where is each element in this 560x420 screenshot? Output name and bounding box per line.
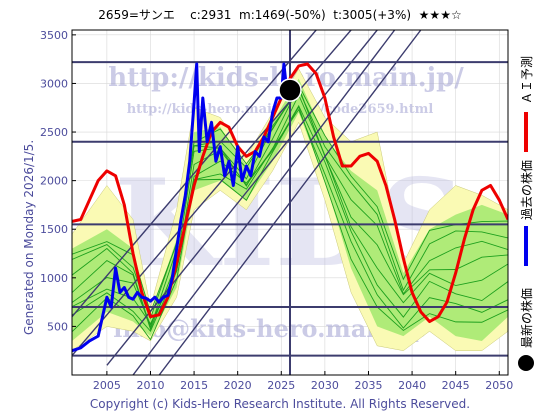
plot-frame [71, 29, 509, 376]
y-tick-label: 1000 [40, 272, 68, 285]
legend-past-price-swatch [524, 226, 528, 266]
y-axis: 500 1000 1500 2000 2500 3000 3500 [40, 29, 76, 333]
x-axis: 2005 2010 2015 2020 2025 2030 2035 2040 2045 2050 [93, 371, 513, 392]
x-tick-label: 2050 [485, 379, 513, 392]
x-tick-label: 2015 [180, 379, 208, 392]
target-price: t:3005(+3%) [333, 8, 412, 22]
x-tick-label: 2040 [398, 379, 426, 392]
past-price-line [72, 62, 289, 353]
diagonal-ref-line [106, 30, 378, 366]
y-tick-label: 2000 [40, 175, 68, 188]
scenario-line [72, 85, 508, 331]
current-price: c:2931 [190, 8, 232, 22]
x-tick-label: 2020 [224, 379, 252, 392]
latest-marker [278, 78, 302, 102]
copyright: Copyright (c) Kids-Hero Research Institu… [89, 397, 471, 411]
legend-latest-price-label: 最新の株価 [520, 287, 534, 348]
legend-ai-forecast-label: ＡＩ予測 [520, 55, 534, 104]
inner-band [72, 78, 508, 341]
diagonal-ref-line [72, 30, 317, 318]
legend-past-price-label: 過去の株価 [520, 159, 534, 220]
forecast-bands [72, 68, 508, 352]
generated-date: Generated on Monday 2026/1/5. [22, 139, 36, 335]
chart-header: 2659=サンエ c:2931 m:1469(-50%) t:3005(+3%)… [0, 6, 560, 23]
legend: ＡＩ予測 過去の株価 最新の株価 [512, 30, 560, 380]
x-tick-label: 2030 [311, 379, 339, 392]
y-tick-label: 3000 [40, 77, 68, 90]
x-tick-label: 2010 [136, 379, 164, 392]
legend-latest-price-dot [518, 355, 534, 371]
x-tick-label: 2025 [267, 379, 295, 392]
y-tick-label: 2500 [40, 126, 68, 139]
x-tick-label: 2005 [93, 379, 121, 392]
y-tick-label: 500 [47, 320, 68, 333]
mid-price: m:1469(-50%) [239, 8, 326, 22]
rating-stars: ★★★☆ [418, 8, 462, 22]
diagonal-ref-line [132, 30, 396, 375]
y-tick-label: 1500 [40, 223, 68, 236]
diagonal-ref-line [72, 30, 352, 357]
latest-price-dot [278, 78, 302, 102]
y-tick-label: 3500 [40, 29, 68, 42]
legend-ai-forecast-swatch [524, 112, 528, 152]
stock-code: 2659=サンエ [98, 8, 175, 22]
x-tick-label: 2035 [354, 379, 382, 392]
x-tick-label: 2045 [442, 379, 470, 392]
diagonal-ref-line [158, 30, 422, 375]
